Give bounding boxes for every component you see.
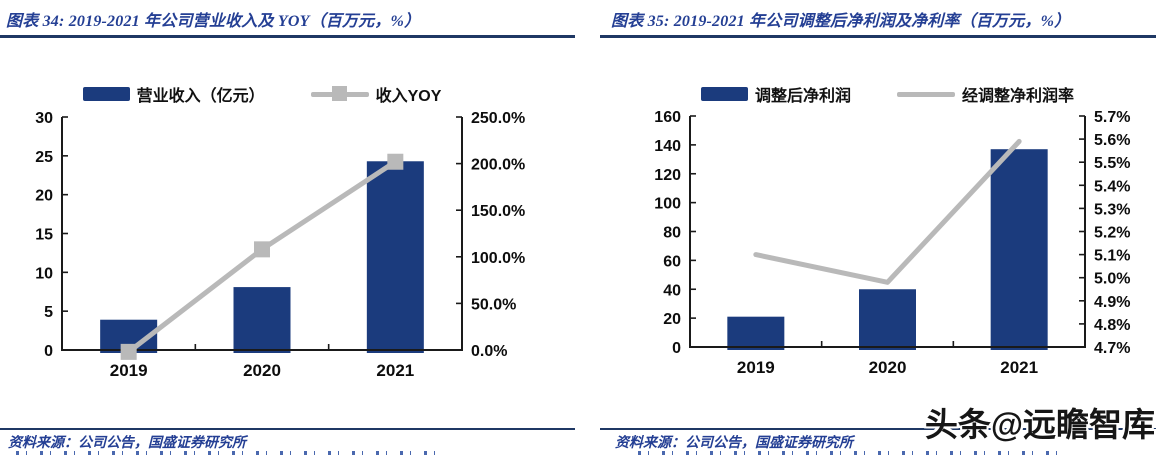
svg-text:60: 60 (663, 253, 681, 270)
legend-item-margin: 经调整净利润率 (897, 82, 1074, 106)
figure-34-source: 资料来源：公司公告，国盛证券研究所 (8, 436, 246, 451)
figure-35-title: 图表 35: 2019-2021 年公司调整后净利润及净利率（百万元，%） (611, 13, 1071, 30)
clipped-next-row-text-right (638, 451, 1058, 455)
svg-text:5.5%: 5.5% (1094, 155, 1130, 172)
bar-swatch-icon (700, 87, 748, 101)
svg-text:5.0%: 5.0% (1094, 271, 1130, 288)
svg-text:100.0%: 100.0% (471, 250, 525, 267)
revenue-yoy-chart: 0 5 10 15 20 25 30 0.0% 50.0% 100.0% 150.0% 200.0% 2… (35, 110, 525, 380)
figure-35: 图表 35: 2019-2021 年公司调整后净利润及净利率（百万元，%） 调整… (578, 0, 1156, 455)
svg-text:50.0%: 50.0% (471, 296, 516, 313)
svg-text:5: 5 (44, 304, 53, 321)
line-marker-swatch-icon (310, 86, 369, 102)
svg-text:40: 40 (663, 282, 681, 299)
svg-text:140: 140 (654, 138, 681, 155)
svg-text:120: 120 (654, 167, 681, 184)
svg-text:2019: 2019 (737, 358, 775, 377)
bar-swatch-icon (82, 87, 130, 101)
figure-34-legend: 营业收入（亿元） 收入YOY (62, 82, 462, 106)
figure-35-source-rule (600, 428, 1156, 430)
figure-34: 图表 34: 2019-2021 年公司营业收入及 YOY（百万元，%） 营业收… (0, 13, 575, 451)
svg-text:2020: 2020 (869, 358, 907, 377)
svg-text:25: 25 (35, 149, 53, 166)
legend-item-revenue: 营业收入（亿元） (82, 82, 265, 106)
legend-label: 经调整净利润率 (962, 88, 1075, 105)
line-swatch-icon (897, 86, 955, 102)
svg-text:4.8%: 4.8% (1094, 317, 1130, 334)
svg-text:0.0%: 0.0% (471, 343, 507, 360)
legend-item-yoy: 收入YOY (310, 82, 442, 106)
svg-text:10: 10 (35, 265, 53, 282)
clipped-next-row-text-left (16, 451, 436, 455)
svg-text:0: 0 (44, 343, 53, 360)
legend-label: 营业收入（亿元） (136, 88, 265, 105)
svg-text:5.4%: 5.4% (1094, 178, 1130, 195)
svg-text:5.1%: 5.1% (1094, 248, 1130, 265)
svg-text:100: 100 (654, 196, 681, 213)
figure-35-source: 资料来源：公司公告，国盛证券研究所 (615, 436, 853, 451)
legend-label: 调整后净利润 (754, 88, 851, 105)
svg-text:0: 0 (672, 340, 681, 357)
figure-34-title: 图表 34: 2019-2021 年公司营业收入及 YOY（百万元，%） (6, 13, 421, 30)
figure-35-legend: 调整后净利润 经调整净利润率 (690, 82, 1085, 106)
svg-text:4.9%: 4.9% (1094, 294, 1130, 311)
svg-text:2021: 2021 (1000, 358, 1038, 377)
svg-text:4.7%: 4.7% (1094, 340, 1130, 357)
legend-label: 收入YOY (375, 88, 442, 105)
svg-text:200.0%: 200.0% (471, 157, 525, 174)
svg-text:150.0%: 150.0% (471, 203, 525, 220)
svg-text:5.3%: 5.3% (1094, 201, 1130, 218)
profit-margin-chart: 0 20 40 60 80 100 120 140 160 4.7% 4.8% 4.9% 5.0% 5.1… (654, 109, 1130, 377)
svg-text:160: 160 (654, 109, 681, 126)
svg-text:20: 20 (35, 188, 53, 205)
svg-text:2019: 2019 (110, 361, 148, 380)
svg-text:15: 15 (35, 227, 53, 244)
legend-item-adj-profit: 调整后净利润 (700, 82, 851, 106)
svg-text:80: 80 (663, 225, 681, 242)
svg-text:2020: 2020 (243, 361, 281, 380)
svg-text:5.2%: 5.2% (1094, 225, 1130, 242)
svg-text:2021: 2021 (376, 361, 414, 380)
svg-text:5.7%: 5.7% (1094, 109, 1130, 126)
figure-34-source-rule (0, 428, 575, 430)
figure-35-title-rule (600, 35, 1156, 38)
svg-text:20: 20 (663, 311, 681, 328)
svg-text:5.6%: 5.6% (1094, 132, 1130, 149)
svg-text:30: 30 (35, 110, 53, 127)
figure-34-title-rule (0, 35, 575, 38)
svg-text:250.0%: 250.0% (471, 110, 525, 127)
watermark: 头条@远瞻智库 (924, 406, 1155, 443)
